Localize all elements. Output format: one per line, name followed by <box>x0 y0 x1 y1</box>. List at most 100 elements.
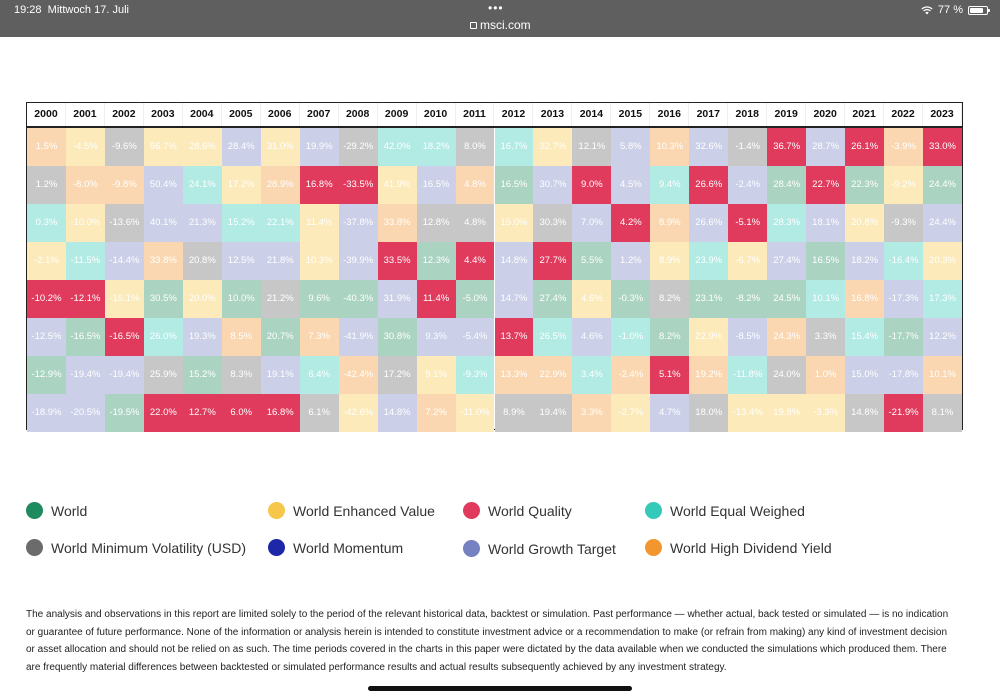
table-cell: 16.8% <box>260 394 300 432</box>
table-cell: 19.9% <box>299 128 339 166</box>
table-cell: 26.1% <box>845 128 885 166</box>
table-cell: -16.5% <box>104 318 144 356</box>
table-cell: 12.2% <box>923 318 962 356</box>
table-cell: 11.4% <box>299 204 339 242</box>
table-cell: 1.5% <box>27 128 66 166</box>
table-cell: -2.4% <box>611 356 651 394</box>
table-cell: 5.8% <box>611 128 651 166</box>
year-header-2004: 2004 <box>182 103 222 126</box>
legend-label: World High Dividend Yield <box>670 539 832 556</box>
legend-item: World Growth Target <box>463 540 616 557</box>
table-cell: 21.2% <box>260 280 300 318</box>
table-cell: 16.5% <box>494 166 534 204</box>
table-cell: 24.4% <box>923 166 962 204</box>
legend-color-dot-icon <box>645 502 662 519</box>
table-cell: 17.2% <box>377 356 417 394</box>
table-cell: 30.5% <box>143 280 183 318</box>
table-cell: 26.0% <box>143 318 183 356</box>
table-cell: 33.5% <box>377 242 417 280</box>
table-cell: 26.6% <box>689 204 729 242</box>
table-cell: 10.1% <box>806 280 846 318</box>
legend-label: World Equal Weighed <box>670 502 805 519</box>
year-header-2005: 2005 <box>221 103 261 126</box>
table-cell: 17.3% <box>923 280 962 318</box>
year-header-2008: 2008 <box>338 103 378 126</box>
table-cell: 15.2% <box>221 204 261 242</box>
table-cell: 8.9% <box>650 242 690 280</box>
legend-color-dot-icon <box>26 539 43 556</box>
status-right: 77 % <box>921 4 990 16</box>
address-bar[interactable]: msci.com <box>470 18 531 32</box>
table-cell: -33.5% <box>338 166 378 204</box>
table-cell: 1.2% <box>611 242 651 280</box>
wifi-icon <box>921 5 933 14</box>
table-cell: 18.2% <box>845 242 885 280</box>
year-header-2010: 2010 <box>416 103 456 126</box>
table-cell: 9.6% <box>299 280 339 318</box>
status-time-date: 19:28 Mittwoch 17. Juli <box>14 4 129 16</box>
table-cell: -15.1% <box>104 280 144 318</box>
table-cell: -17.7% <box>884 318 924 356</box>
table-cell: -3.9% <box>884 128 924 166</box>
table-cell: 8.1% <box>923 394 962 432</box>
table-cell: 12.8% <box>416 204 456 242</box>
more-dots-icon[interactable]: ••• <box>488 1 504 15</box>
table-cell: 9.3% <box>416 318 456 356</box>
table-cell: -5.4% <box>455 318 495 356</box>
home-indicator[interactable] <box>368 686 632 691</box>
table-cell: -0.3% <box>611 280 651 318</box>
table-cell: 19.3% <box>182 318 222 356</box>
legend-color-dot-icon <box>463 502 480 519</box>
year-header-2001: 2001 <box>65 103 105 126</box>
table-cell: -11.0% <box>455 394 495 432</box>
table-cell: 18.2% <box>416 128 456 166</box>
legend-label: World Minimum Volatility (USD) <box>51 539 246 556</box>
table-cell: 7.3% <box>299 318 339 356</box>
legend-label: World <box>51 502 88 519</box>
table-cell: 56.7% <box>143 128 183 166</box>
year-header-2014: 2014 <box>572 103 612 126</box>
table-cell: 30.8% <box>377 318 417 356</box>
year-header-2011: 2011 <box>455 103 495 126</box>
table-cell: 30.7% <box>533 166 573 204</box>
table-cell: 3.4% <box>572 356 612 394</box>
table-cell: 19.4% <box>533 394 573 432</box>
table-cell: 7.0% <box>572 204 612 242</box>
table-cell: 28.3% <box>767 204 807 242</box>
table-cell: -8.0% <box>65 166 105 204</box>
header-divider <box>27 126 962 128</box>
legend-item: World Equal Weighed <box>645 502 805 519</box>
table-cell: 24.1% <box>182 166 222 204</box>
table-cell: 4.6% <box>572 318 612 356</box>
table-cell: 1.2% <box>27 166 66 204</box>
table-cell: -19.4% <box>104 356 144 394</box>
table-cell: 8.2% <box>650 318 690 356</box>
table-cell: 10.0% <box>221 280 261 318</box>
table-cell: 16.8% <box>845 280 885 318</box>
legend-color-dot-icon <box>26 502 43 519</box>
year-header-2003: 2003 <box>143 103 183 126</box>
table-cell: 0.3% <box>27 204 66 242</box>
table-cell: 4.8% <box>455 204 495 242</box>
table-cell: 12.7% <box>182 394 222 432</box>
table-cell: 14.7% <box>494 280 534 318</box>
table-cell: 22.9% <box>533 356 573 394</box>
table-cell: 24.5% <box>767 280 807 318</box>
year-header-2013: 2013 <box>533 103 573 126</box>
battery-percent: 77 % <box>937 4 963 16</box>
table-cell: 28.4% <box>767 166 807 204</box>
year-header-2023: 2023 <box>923 103 962 126</box>
table-cell: 20.3% <box>923 242 962 280</box>
table-cell: -11.5% <box>65 242 105 280</box>
table-cell: 27.7% <box>533 242 573 280</box>
status-bar: 19:28 Mittwoch 17. Juli ••• msci.com 77 … <box>0 0 1000 37</box>
year-header-2015: 2015 <box>611 103 651 126</box>
table-cell: 28.7% <box>806 128 846 166</box>
table-cell: 19.8% <box>767 394 807 432</box>
table-cell: 22.1% <box>260 204 300 242</box>
table-cell: 21.3% <box>182 204 222 242</box>
table-cell: 27.4% <box>533 280 573 318</box>
table-cell: -29.2% <box>338 128 378 166</box>
table-cell: 8.5% <box>221 318 261 356</box>
legend-color-dot-icon <box>645 539 662 556</box>
